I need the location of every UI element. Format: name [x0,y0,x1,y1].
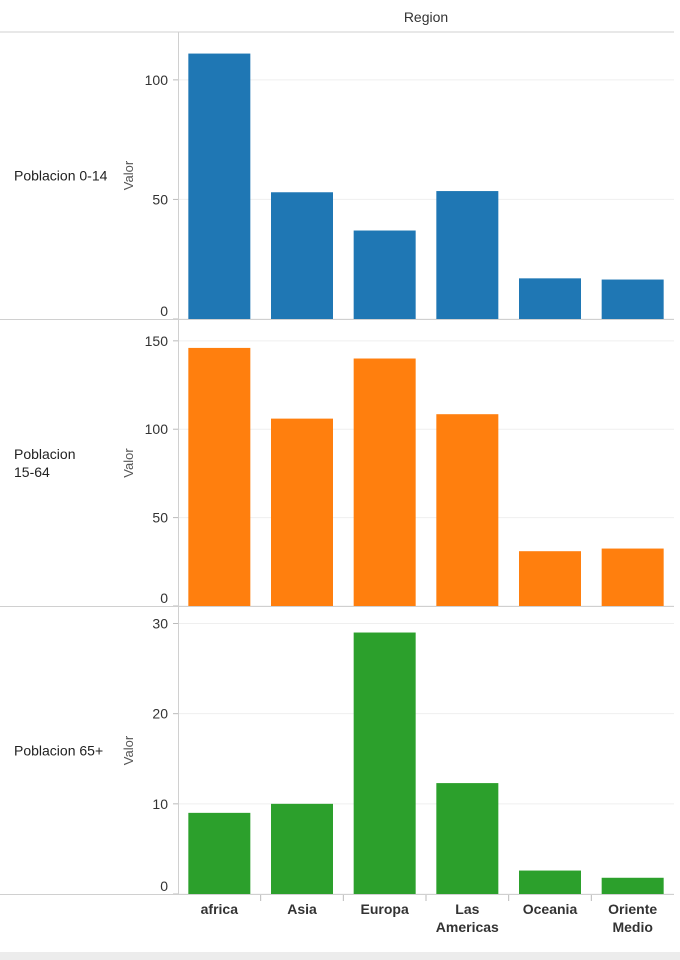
row-label-line: Poblacion [14,446,76,462]
category-label-line: africa [201,901,239,917]
y-tick-label: 30 [152,616,168,632]
category-label-line: Oriente [608,901,657,917]
y-tick-label: 50 [152,191,168,207]
bar-asia [271,418,333,606]
bar-africa [188,347,251,606]
y-axis-title: Valor [121,160,136,190]
category-label: Europa [361,901,409,917]
y-tick-label: 0 [160,878,168,894]
y-tick-label: 0 [160,303,168,319]
category-label-line: Las [455,901,479,917]
y-tick-label: 0 [160,590,168,606]
bar-europa [353,632,416,894]
category-label: Asia [287,901,317,917]
y-tick-label: 100 [145,421,169,437]
bar-africa [188,812,251,894]
bar-oceania [519,870,581,894]
bar-las-americas [436,191,499,319]
row-label-line: Poblacion 0-14 [14,168,108,184]
bar-oriente-medio [601,279,664,319]
bar-oceania [519,551,581,606]
row-label: Poblacion 0-14 [14,168,108,184]
bar-las-americas [436,414,499,606]
panel-2: Poblacion 15-64 Valor 0 50 100 150 [0,320,674,607]
panel-1: Poblacion 0-14 Valor 0 50 100 [0,32,674,320]
bar-oriente-medio [601,548,664,606]
bottom-scroll-bar [0,952,680,960]
bar-oriente-medio [601,877,664,894]
y-tick-label: 150 [145,333,169,349]
category-label: Oceania [523,901,578,917]
bar-las-americas [436,783,499,894]
y-tick-label: 20 [152,706,168,722]
bar-europa [353,230,416,319]
panel-3: Poblacion 65+ Valor 0 10 20 30 [0,607,674,895]
category-label: Las Americas [436,901,499,935]
bar-asia [271,803,333,894]
row-label-line: Poblacion 65+ [14,743,103,759]
bar-europa [353,358,416,606]
row-label: Poblacion 15-64 [14,446,76,480]
y-axis-title: Valor [121,448,136,478]
bar-oceania [519,278,581,319]
category-label-line: Europa [361,901,409,917]
row-label-line: 15-64 [14,464,50,480]
category-label: africa [201,901,239,917]
category-label: Oriente Medio [608,901,657,935]
row-label: Poblacion 65+ [14,743,103,759]
category-label-line: Oceania [523,901,578,917]
y-tick-label: 10 [152,796,168,812]
category-axis: africa Asia Europa Las Americas Oceania Orient… [201,895,657,935]
bar-asia [271,192,333,319]
y-tick-label: 50 [152,510,168,526]
y-tick-label: 100 [145,72,169,88]
category-label-line: Americas [436,919,499,935]
y-axis-title: Valor [121,735,136,765]
region-column-header: Region [404,9,448,25]
bar-africa [188,53,251,319]
category-label-line: Asia [287,901,317,917]
category-label-line: Medio [612,919,652,935]
